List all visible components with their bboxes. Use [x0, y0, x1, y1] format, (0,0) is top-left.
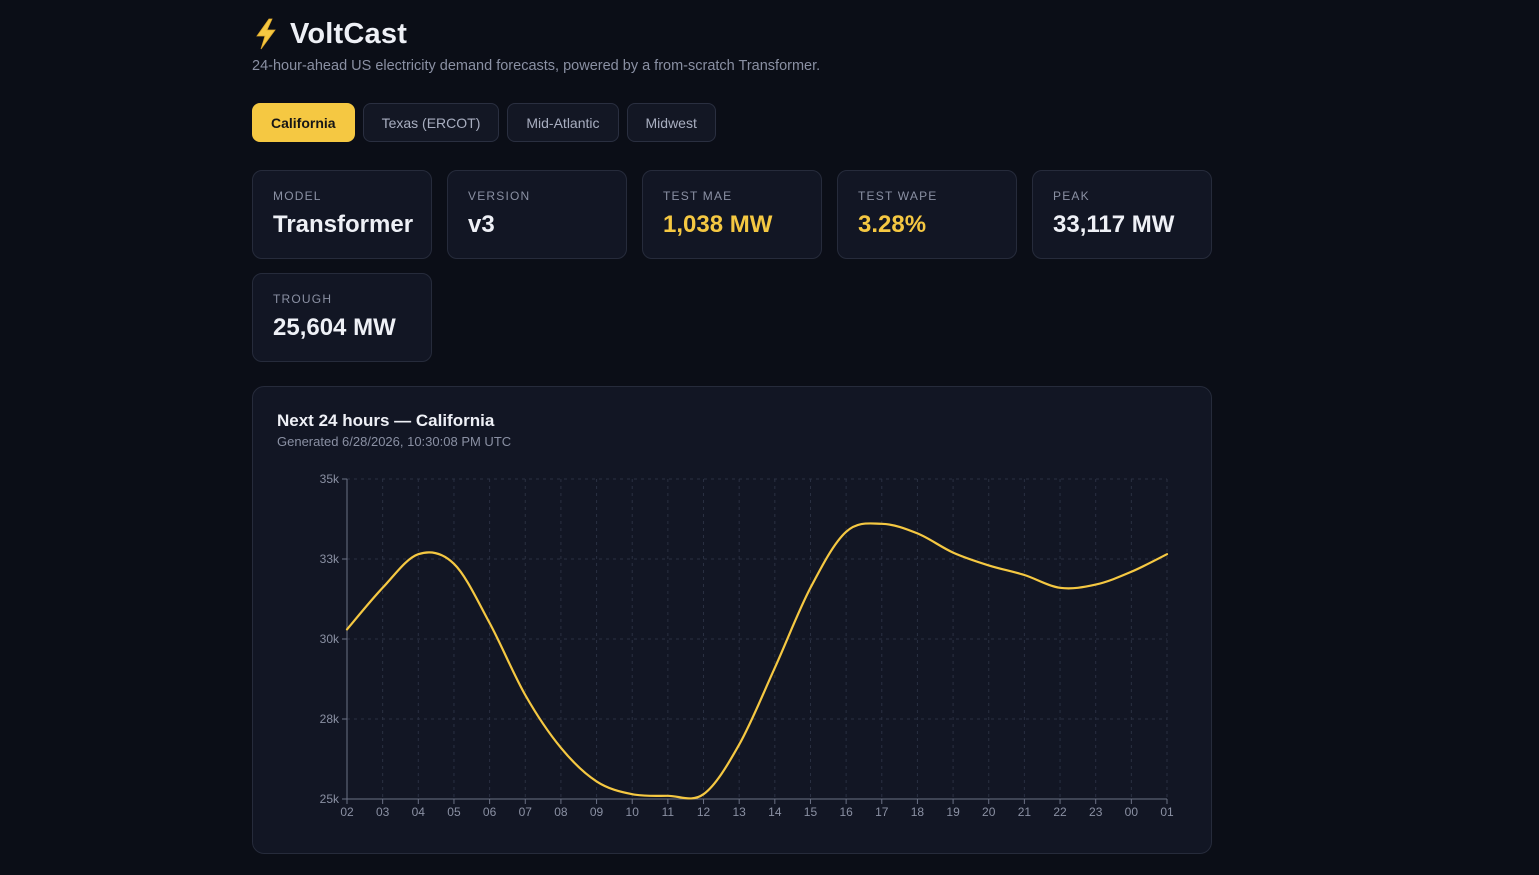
tab-texas-ercot[interactable]: Texas (ERCOT) — [362, 103, 500, 142]
x-tick-label: 19 — [946, 805, 960, 819]
x-tick-label: 15 — [804, 805, 818, 819]
metric-card-test-wape: Test WAPE 3.28% — [837, 170, 1017, 259]
chart-title: Next 24 hours — California — [277, 411, 495, 430]
metric-value: Transformer — [273, 211, 414, 238]
x-tick-label: 00 — [1125, 805, 1139, 819]
metric-value: 3.28% — [858, 211, 927, 238]
x-tick-label: 04 — [412, 805, 426, 819]
metric-value: 1,038 MW — [663, 211, 773, 238]
x-tick-label: 07 — [519, 805, 533, 819]
x-tick-label: 18 — [911, 805, 925, 819]
metric-card-peak: Peak 33,117 MW — [1032, 170, 1212, 259]
forecast-chart-panel: Next 24 hours — California Generated 6/2… — [252, 386, 1212, 854]
metric-value: 33,117 MW — [1053, 211, 1175, 238]
y-tick-label: 25k — [320, 792, 340, 806]
x-tick-label: 13 — [732, 805, 746, 819]
tab-california[interactable]: California — [252, 103, 355, 142]
x-tick-label: 20 — [982, 805, 996, 819]
x-tick-label: 21 — [1018, 805, 1032, 819]
x-tick-label: 17 — [875, 805, 889, 819]
x-tick-label: 10 — [626, 805, 640, 819]
tab-mid-atlantic[interactable]: Mid-Atlantic — [507, 103, 619, 142]
x-tick-label: 06 — [483, 805, 497, 819]
tab-midwest[interactable]: Midwest — [626, 103, 716, 142]
metric-card-version: Version v3 — [447, 170, 627, 259]
y-tick-label: 33k — [320, 552, 340, 566]
x-tick-label: 05 — [447, 805, 461, 819]
lightning-bolt-icon — [252, 16, 282, 52]
x-tick-label: 03 — [376, 805, 390, 819]
y-tick-label: 35k — [320, 472, 340, 486]
app-subtitle: 24-hour-ahead US electricity demand fore… — [252, 58, 821, 74]
metric-label: Test WAPE — [858, 189, 938, 203]
metric-label: Peak — [1053, 189, 1090, 203]
metric-label: Version — [468, 189, 531, 203]
x-tick-label: 16 — [839, 805, 853, 819]
x-tick-label: 08 — [554, 805, 568, 819]
metric-label: Model — [273, 189, 322, 203]
x-tick-label: 22 — [1053, 805, 1067, 819]
forecast-series-line — [345, 522, 1169, 800]
forecast-line-chart: 25k 28k 30k 33k 35k 02 03 04 05 06 07 08 09 10 11 12 13 1… — [320, 472, 1174, 819]
header: VoltCast — [252, 16, 407, 52]
app-title: VoltCast — [290, 17, 408, 50]
y-tick-label: 28k — [320, 712, 340, 726]
chart-generated-timestamp: Generated 6/28/2026, 10:30:08 PM UTC — [277, 434, 512, 449]
metric-card-model: Model Transformer — [252, 170, 432, 259]
x-tick-label: 14 — [768, 805, 782, 819]
metric-label: Test MAE — [663, 189, 733, 203]
x-tick-label: 01 — [1160, 805, 1174, 819]
x-tick-label: 23 — [1089, 805, 1103, 819]
metric-label: Trough — [273, 292, 333, 306]
y-tick-label: 30k — [320, 632, 340, 646]
x-tick-label: 09 — [590, 805, 604, 819]
x-tick-label: 02 — [340, 805, 354, 819]
x-tick-label: 11 — [662, 805, 675, 819]
metric-value: 25,604 MW — [273, 314, 396, 341]
metric-card-trough: Trough 25,604 MW — [252, 273, 432, 362]
metric-value: v3 — [468, 211, 495, 238]
x-tick-label: 12 — [697, 805, 711, 819]
region-tabs: California Texas (ERCOT) Mid-Atlantic Mi… — [252, 103, 716, 142]
metric-card-test-mae: Test MAE 1,038 MW — [642, 170, 822, 259]
